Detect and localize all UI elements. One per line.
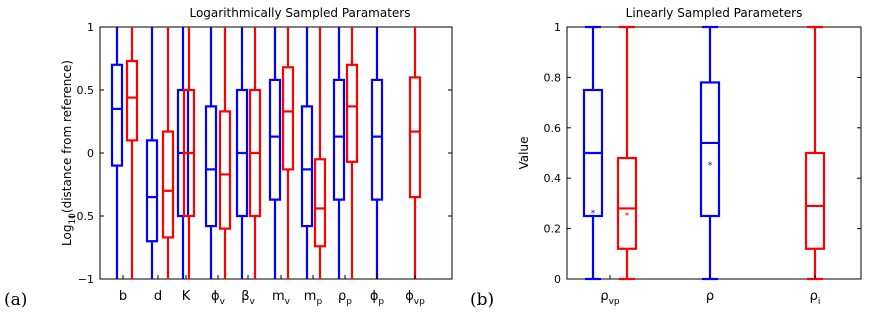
x-tick-label: ρvp bbox=[600, 289, 620, 307]
box-blue bbox=[300, 27, 314, 279]
box-red bbox=[345, 27, 359, 279]
box-body bbox=[281, 66, 295, 171]
y-tick-label: −1 bbox=[78, 273, 94, 286]
y-tick-label: −0.5 bbox=[67, 210, 94, 223]
box-body bbox=[300, 105, 314, 228]
box-body bbox=[804, 151, 826, 250]
x-tick-label: mv bbox=[272, 289, 291, 307]
box-red bbox=[804, 25, 826, 281]
box-body bbox=[218, 110, 232, 230]
x-tick-label: ρ bbox=[706, 289, 714, 304]
box-red bbox=[182, 27, 196, 279]
y-tick-label: 1 bbox=[87, 21, 94, 34]
y-tick-label: 1 bbox=[554, 21, 561, 34]
x-tick-label: ρp bbox=[338, 289, 352, 307]
box-blue bbox=[145, 27, 159, 279]
box-body bbox=[313, 158, 327, 248]
box-blue bbox=[268, 27, 282, 279]
box-red bbox=[248, 27, 262, 279]
y-tick-label: 0 bbox=[87, 147, 94, 160]
y-tick-label: 0.8 bbox=[544, 71, 562, 84]
box-body bbox=[110, 63, 124, 167]
box-blue bbox=[110, 27, 124, 279]
box-red bbox=[125, 27, 139, 279]
box-blue bbox=[235, 27, 249, 279]
box-body bbox=[616, 156, 638, 250]
y-tick-label: 0.2 bbox=[544, 223, 562, 236]
box-blue bbox=[332, 27, 346, 279]
x-tick-label: ϕp bbox=[370, 289, 385, 307]
y-tick-label: 0.5 bbox=[77, 84, 95, 97]
y-axis: −1 −0.5 0 0.5 1 bbox=[67, 21, 452, 286]
x-tick-label: b bbox=[119, 289, 127, 304]
x-tick-label: ρi bbox=[810, 289, 821, 307]
box-body bbox=[345, 63, 359, 163]
box-red bbox=[281, 27, 295, 279]
box-body bbox=[268, 78, 282, 201]
box-red: * bbox=[616, 25, 638, 281]
log-sampled-chart: Logarithmically Sampled Paramaters −1 −0.… bbox=[4, 6, 453, 310]
box-body bbox=[332, 78, 346, 201]
chart-title: Linearly Sampled Parameters bbox=[626, 6, 803, 20]
x-tick-label: mp bbox=[304, 289, 323, 307]
box-blue bbox=[204, 27, 218, 279]
x-tick-label: ϕvp bbox=[405, 289, 425, 307]
boxes: * * * bbox=[582, 25, 826, 281]
y-tick-label: 0.4 bbox=[544, 172, 562, 185]
box-body bbox=[125, 59, 139, 142]
y-tick-label: 0.6 bbox=[544, 122, 562, 135]
x-tick-label: ϕv bbox=[211, 289, 226, 307]
x-tick-label: d bbox=[154, 289, 162, 304]
mean-marker: * bbox=[625, 211, 630, 221]
y-axis: 0 0.2 0.4 0.6 0.8 1 bbox=[544, 21, 861, 286]
boxes bbox=[110, 27, 422, 279]
y-axis-label: Log10(distance from reference) bbox=[60, 60, 78, 246]
x-tick-label: K bbox=[182, 289, 191, 304]
y-axis-label: Value bbox=[517, 137, 531, 170]
box-body bbox=[161, 130, 175, 239]
panel-label-b: (b) bbox=[470, 290, 494, 310]
box-blue bbox=[370, 27, 384, 279]
box-body bbox=[699, 81, 721, 218]
box-red bbox=[313, 27, 327, 279]
box-body bbox=[204, 105, 218, 228]
box-blue: * bbox=[699, 25, 721, 281]
box-body bbox=[145, 139, 159, 243]
x-tick-label: βv bbox=[241, 289, 255, 307]
box-red bbox=[161, 27, 175, 279]
panel-label-a: (a) bbox=[4, 290, 27, 310]
y-tick-label: 0 bbox=[554, 273, 561, 286]
x-axis: ρvp ρ ρi bbox=[600, 275, 820, 307]
mean-marker: * bbox=[591, 209, 596, 219]
box-blue: * bbox=[582, 25, 604, 281]
chart-title: Logarithmically Sampled Paramaters bbox=[189, 6, 410, 20]
linear-sampled-chart: Linearly Sampled Parameters 0 0.2 0.4 0.6 0.… bbox=[470, 6, 862, 310]
box-body bbox=[370, 78, 384, 201]
box-body bbox=[408, 76, 422, 199]
mean-marker: * bbox=[708, 161, 713, 171]
box-red bbox=[408, 27, 422, 279]
box-red bbox=[218, 27, 232, 279]
